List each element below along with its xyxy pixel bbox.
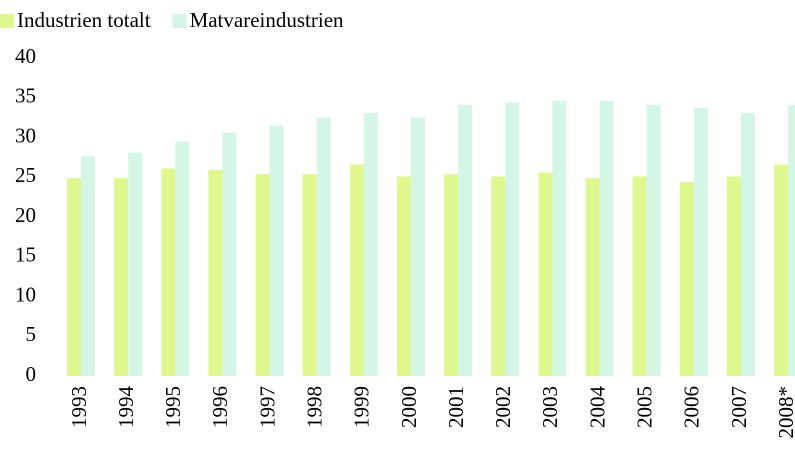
x-tick-label: 2008* bbox=[774, 386, 795, 439]
x-tick-label: 2003 bbox=[538, 386, 562, 428]
bar bbox=[396, 176, 411, 376]
bar bbox=[161, 168, 176, 376]
x-tick-label: 2000 bbox=[397, 386, 421, 428]
bar bbox=[269, 125, 284, 376]
bar bbox=[679, 182, 694, 376]
bar bbox=[505, 102, 520, 377]
y-tick-label: 10 bbox=[15, 282, 36, 306]
y-tick-label: 40 bbox=[15, 44, 36, 68]
bar bbox=[81, 156, 95, 376]
bar bbox=[349, 164, 364, 376]
x-tick-label: 1996 bbox=[208, 386, 232, 428]
bar bbox=[302, 174, 317, 376]
y-tick-label: 35 bbox=[15, 84, 36, 108]
x-tick-label: 2007 bbox=[727, 386, 751, 428]
x-tick-label: 1997 bbox=[255, 386, 279, 428]
bar bbox=[788, 104, 795, 376]
y-tick-label: 5 bbox=[26, 322, 37, 346]
bar bbox=[646, 104, 661, 376]
x-tick-label: 2002 bbox=[491, 386, 515, 428]
y-tick-label: 20 bbox=[15, 203, 36, 227]
x-tick-label: 1995 bbox=[161, 386, 185, 428]
bar bbox=[222, 132, 237, 376]
legend-swatch bbox=[172, 14, 187, 28]
bar bbox=[538, 172, 553, 376]
bar bbox=[458, 104, 473, 376]
bar bbox=[363, 112, 378, 376]
x-tick-label: 1998 bbox=[303, 386, 327, 428]
legend-label: Industrien totalt bbox=[17, 8, 151, 32]
x-tick-label: 2005 bbox=[632, 386, 656, 428]
bar bbox=[175, 141, 190, 376]
bar bbox=[599, 100, 614, 377]
bar bbox=[632, 176, 647, 376]
x-tick-label: 1994 bbox=[114, 386, 138, 429]
bar bbox=[774, 164, 789, 376]
x-tick-label: 1993 bbox=[67, 386, 91, 428]
bar bbox=[740, 112, 755, 376]
y-tick-label: 0 bbox=[26, 362, 37, 386]
legend-swatch bbox=[0, 14, 14, 28]
y-tick-label: 30 bbox=[15, 123, 36, 147]
bar bbox=[114, 178, 129, 376]
bar bbox=[552, 100, 567, 377]
legend-label: Matvareindustrien bbox=[190, 8, 344, 32]
y-tick-label: 25 bbox=[15, 163, 36, 187]
bar bbox=[585, 178, 600, 376]
x-tick-label: 2006 bbox=[680, 386, 704, 428]
bar bbox=[491, 176, 506, 376]
bar bbox=[444, 174, 459, 376]
y-tick-label: 15 bbox=[15, 243, 36, 267]
bar bbox=[255, 174, 270, 376]
bar bbox=[693, 108, 708, 377]
bar bbox=[208, 170, 223, 376]
x-tick-label: 1999 bbox=[350, 386, 374, 428]
x-tick-label: 2001 bbox=[444, 386, 468, 428]
bar bbox=[128, 152, 143, 376]
x-tick-label: 2004 bbox=[585, 386, 609, 429]
bar bbox=[316, 117, 331, 376]
bar bbox=[67, 178, 81, 376]
bar bbox=[410, 117, 425, 376]
bar bbox=[726, 176, 741, 376]
